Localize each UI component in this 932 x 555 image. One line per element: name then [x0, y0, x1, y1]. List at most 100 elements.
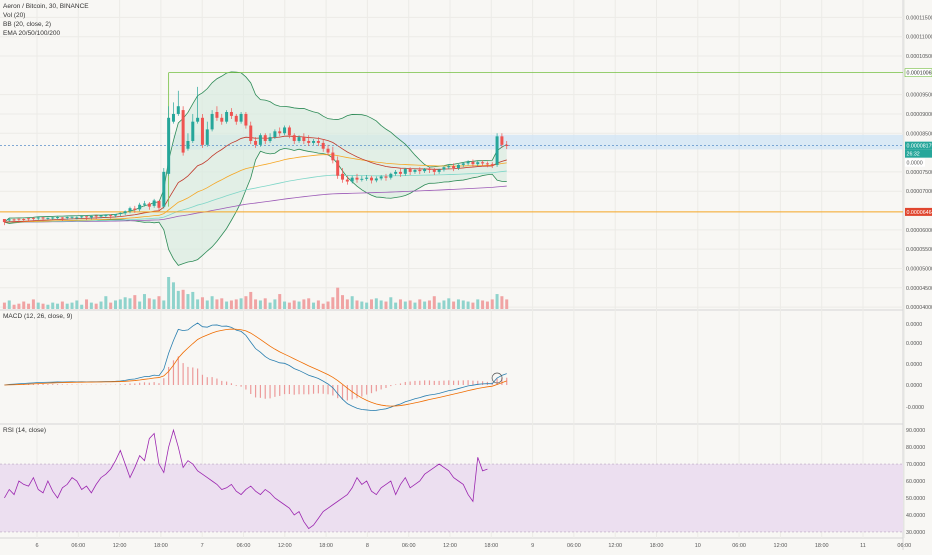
- candle-body: [153, 200, 156, 205]
- candle-body: [249, 126, 252, 141]
- volume-bar: [162, 300, 165, 309]
- price-tick-label: 0.00007000: [906, 189, 932, 195]
- volume-bar: [90, 303, 93, 309]
- volume-bar: [95, 304, 98, 309]
- candle-body: [476, 162, 479, 164]
- volume-bar: [336, 288, 339, 309]
- volume-bar: [114, 300, 117, 309]
- candle-body: [66, 217, 69, 218]
- candle-body: [85, 216, 88, 217]
- volume-bar: [201, 297, 204, 309]
- candle-body: [457, 165, 460, 168]
- candle-body: [375, 178, 378, 180]
- volume-bar: [505, 299, 508, 309]
- candle-body: [322, 143, 325, 149]
- price-tick-label: 0.00005500: [906, 247, 932, 253]
- candle-body: [162, 172, 165, 207]
- volume-bar: [128, 298, 131, 309]
- macd-pane[interactable]: [4, 323, 506, 411]
- candle-body: [191, 122, 194, 141]
- time-tick-label: 12:00: [774, 543, 788, 549]
- volume-bar: [404, 302, 407, 309]
- candle-body: [100, 216, 103, 217]
- bb-fill: [4, 72, 506, 265]
- price-tick-label: 0.00009500: [906, 93, 932, 99]
- badge-current-price: 0.00008179: [907, 144, 932, 150]
- volume-bar: [413, 303, 416, 309]
- candle-body: [394, 172, 397, 174]
- volume-bar: [71, 303, 74, 309]
- candle-body: [80, 216, 83, 217]
- candle-body: [505, 145, 508, 146]
- candle-body: [399, 172, 402, 174]
- volume-bar: [215, 299, 218, 309]
- candle-body: [452, 166, 455, 168]
- volume-bar: [302, 299, 305, 309]
- volume-bar: [109, 303, 112, 309]
- volume-bar: [298, 302, 301, 309]
- candle-body: [167, 118, 170, 174]
- price-tick-label: 0.00004500: [906, 286, 932, 292]
- candle-body: [293, 135, 296, 141]
- candle-body: [486, 163, 489, 164]
- price-tick-label: 0.00008500: [906, 131, 932, 137]
- candle-body: [254, 141, 257, 145]
- candle-body: [13, 219, 16, 220]
- volume-bar: [240, 298, 243, 309]
- candle-body: [467, 162, 470, 164]
- volume-bar: [167, 277, 170, 309]
- volume-bar: [370, 299, 373, 309]
- candle-body: [331, 153, 334, 161]
- candle-body: [177, 106, 180, 114]
- candle-body: [283, 127, 286, 133]
- badge-resistance: 0.00010069: [907, 71, 932, 77]
- macd-tick-label: -0.0000: [906, 405, 924, 411]
- volume-bar: [273, 299, 276, 309]
- candle-body: [447, 166, 450, 167]
- candle-body: [61, 217, 64, 218]
- rsi-tick-label: 80.0000: [906, 445, 925, 451]
- candle-body: [428, 169, 431, 170]
- bb-legend[interactable]: BB (20, close, 2): [3, 21, 51, 30]
- candle-body: [442, 167, 445, 169]
- candle-body: [32, 218, 35, 219]
- rsi-legend[interactable]: RSI (14, close): [3, 427, 46, 434]
- price-tick-label: 0.00004000: [906, 305, 932, 311]
- volume-bar: [244, 296, 247, 309]
- candle-body: [104, 215, 107, 216]
- price-pane[interactable]: [0, 72, 903, 309]
- volume-bar: [394, 303, 397, 309]
- volume-bar: [365, 303, 368, 309]
- volume-bar: [423, 302, 426, 309]
- volume-bar: [42, 304, 45, 309]
- candle-body: [389, 174, 392, 178]
- volume-bar: [182, 290, 185, 309]
- volume-bar: [496, 294, 499, 309]
- volume-bar: [153, 299, 156, 309]
- candle-body: [235, 116, 238, 122]
- candle-body: [186, 141, 189, 149]
- candle-body: [423, 169, 426, 171]
- price-tick-label: 0.00009000: [906, 112, 932, 118]
- candle-body: [119, 213, 122, 214]
- symbol-legend[interactable]: Aeron / Bitcoin, 30, BINANCE: [3, 3, 89, 12]
- volume-bar: [254, 299, 257, 309]
- volume-legend[interactable]: Vol (20): [3, 12, 25, 21]
- candle-body: [215, 112, 218, 118]
- candle-body: [370, 178, 373, 181]
- candle-body: [206, 129, 209, 144]
- candle-body: [302, 137, 305, 141]
- volume-bar: [307, 298, 310, 309]
- macd-legend[interactable]: MACD (12, 26, close, 9): [3, 313, 72, 320]
- volume-bar: [66, 304, 69, 309]
- rsi-pane[interactable]: [0, 430, 903, 532]
- ema-legend[interactable]: EMA 20/50/100/200: [3, 30, 60, 39]
- volume-bar: [85, 299, 88, 309]
- volume-bar: [225, 302, 228, 309]
- candle-body: [37, 217, 40, 218]
- candle-body: [182, 110, 185, 152]
- candle-body: [317, 141, 320, 143]
- macd-tick-label: 0.0000: [906, 362, 922, 368]
- price-tick-label: 0.00006000: [906, 228, 932, 234]
